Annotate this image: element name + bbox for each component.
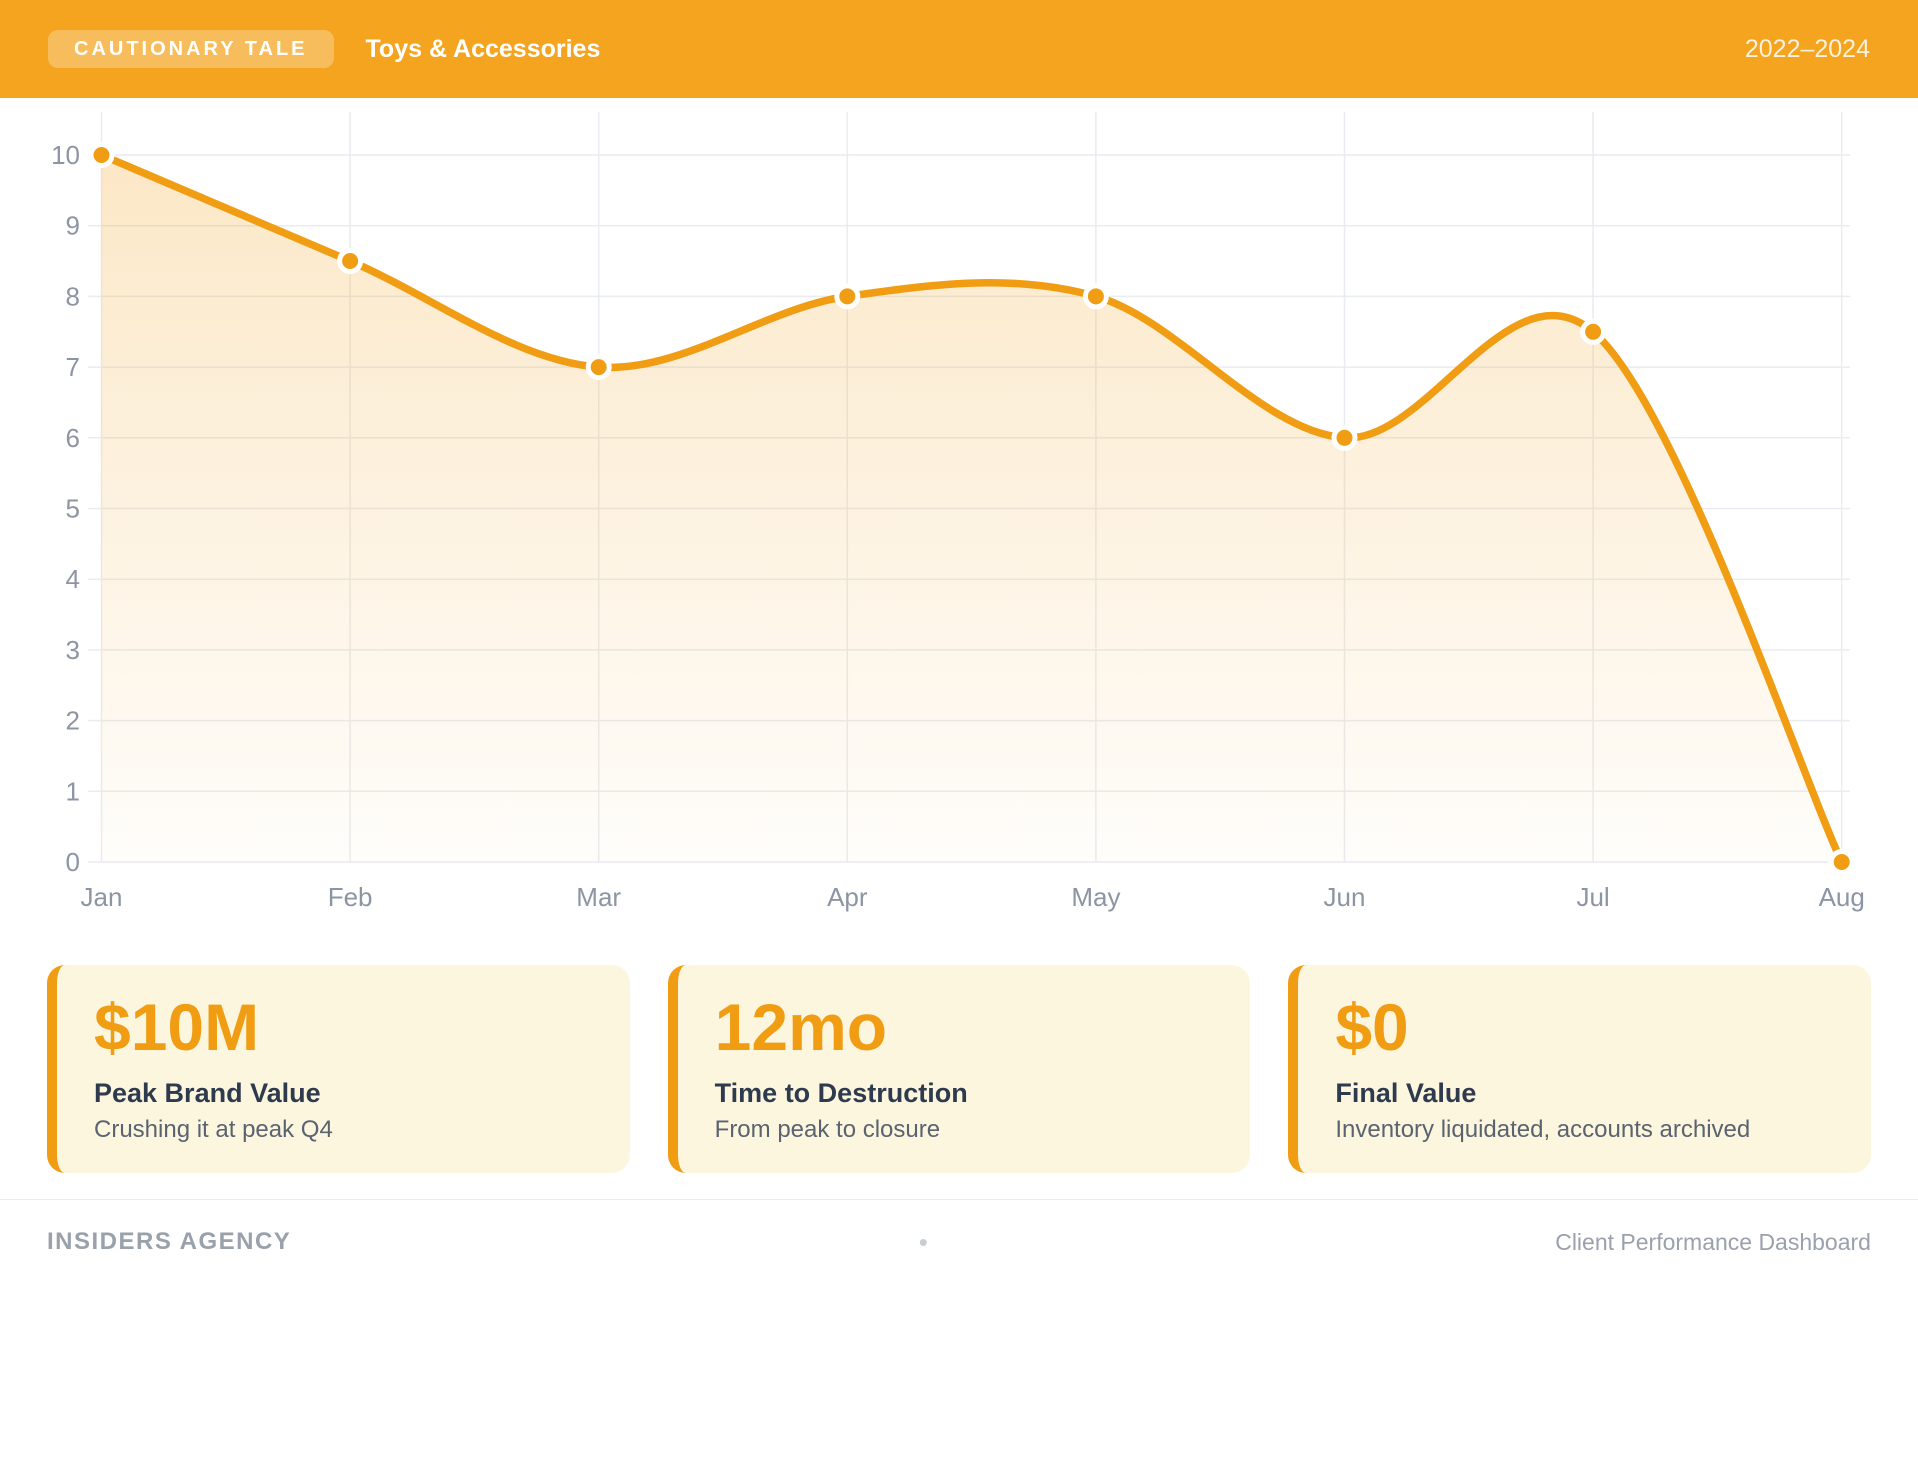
data-point: [88, 142, 115, 168]
x-tick-label: Jul: [1576, 882, 1609, 912]
header: CAUTIONARY TALE Toys & Accessories 2022–…: [0, 0, 1918, 98]
footer-separator-dot: •: [918, 1227, 928, 1257]
y-tick-label: 7: [66, 352, 80, 382]
footer: INSIDERS AGENCY • Client Performance Das…: [0, 1199, 1918, 1256]
area-fill: [101, 155, 1842, 862]
y-tick-label: 1: [66, 776, 80, 806]
x-tick-label: Apr: [827, 882, 868, 912]
chart-area: 0 1 2 3 4 5 6 7 8 9 10 Jan Feb Mar Apr May Jun Jul Aug: [0, 98, 1918, 943]
stat-value: $10M: [94, 990, 260, 1064]
trend-chart: 0 1 2 3 4 5 6 7 8 9 10 Jan Feb Mar Apr May Jun Jul Aug: [51, 112, 1865, 912]
date-range-label: 2022–2024: [1744, 34, 1870, 63]
x-axis-labels: Jan Feb Mar Apr May Jun Jul Aug: [81, 882, 1865, 912]
y-tick-label: 8: [66, 281, 80, 311]
y-tick-label: 0: [66, 847, 80, 877]
page-title: Toys & Accessories: [365, 34, 601, 63]
x-tick-label: Jan: [81, 882, 123, 912]
stat-label: Final Value: [1335, 1078, 1477, 1108]
stat-card-final-value: $0 Final Value Inventory liquidated, acc…: [1288, 965, 1871, 1173]
x-tick-label: Jun: [1324, 882, 1366, 912]
stat-description: From peak to closure: [714, 1116, 941, 1143]
data-point: [585, 354, 612, 381]
data-point: [1331, 424, 1358, 451]
footer-caption: Client Performance Dashboard: [1555, 1228, 1871, 1255]
data-point: [337, 248, 364, 274]
stat-description: Inventory liquidated, accounts archived: [1335, 1116, 1751, 1143]
stat-card-peak-brand-value: $10M Peak Brand Value Crushing it at pea…: [47, 965, 630, 1173]
trend-line: [97, 151, 1846, 866]
y-tick-label: 10: [51, 140, 80, 170]
x-tick-label: Feb: [328, 882, 373, 912]
y-tick-label: 3: [66, 635, 80, 665]
y-tick-label: 4: [66, 564, 80, 594]
stat-card-time-to-destruction: 12mo Time to Destruction From peak to cl…: [667, 965, 1251, 1173]
stat-label: Peak Brand Value: [94, 1078, 321, 1108]
x-tick-label: Aug: [1819, 882, 1865, 912]
y-tick-label: 5: [66, 494, 80, 524]
y-tick-label: 6: [66, 423, 80, 453]
data-point: [834, 283, 861, 310]
y-tick-label: 2: [66, 706, 80, 736]
data-points: [88, 142, 1855, 875]
data-point: [1082, 283, 1109, 310]
stat-value: 12mo: [714, 990, 888, 1064]
cautionary-tale-badge: CAUTIONARY TALE: [48, 30, 334, 68]
data-point: [1828, 849, 1855, 875]
stats-row: $10M Peak Brand Value Crushing it at pea…: [47, 965, 1871, 1173]
stat-description: Crushing it at peak Q4: [94, 1116, 333, 1143]
stat-label: Time to Destruction: [714, 1078, 968, 1108]
stat-value: $0: [1335, 990, 1409, 1064]
header-left: CAUTIONARY TALE Toys & Accessories: [48, 30, 600, 68]
y-axis-labels: 0 1 2 3 4 5 6 7 8 9 10: [51, 140, 80, 877]
x-tick-label: Mar: [576, 882, 621, 912]
data-point: [1580, 318, 1607, 345]
x-tick-label: May: [1071, 882, 1120, 912]
agency-name: INSIDERS AGENCY: [47, 1228, 292, 1255]
y-tick-label: 9: [66, 211, 80, 241]
